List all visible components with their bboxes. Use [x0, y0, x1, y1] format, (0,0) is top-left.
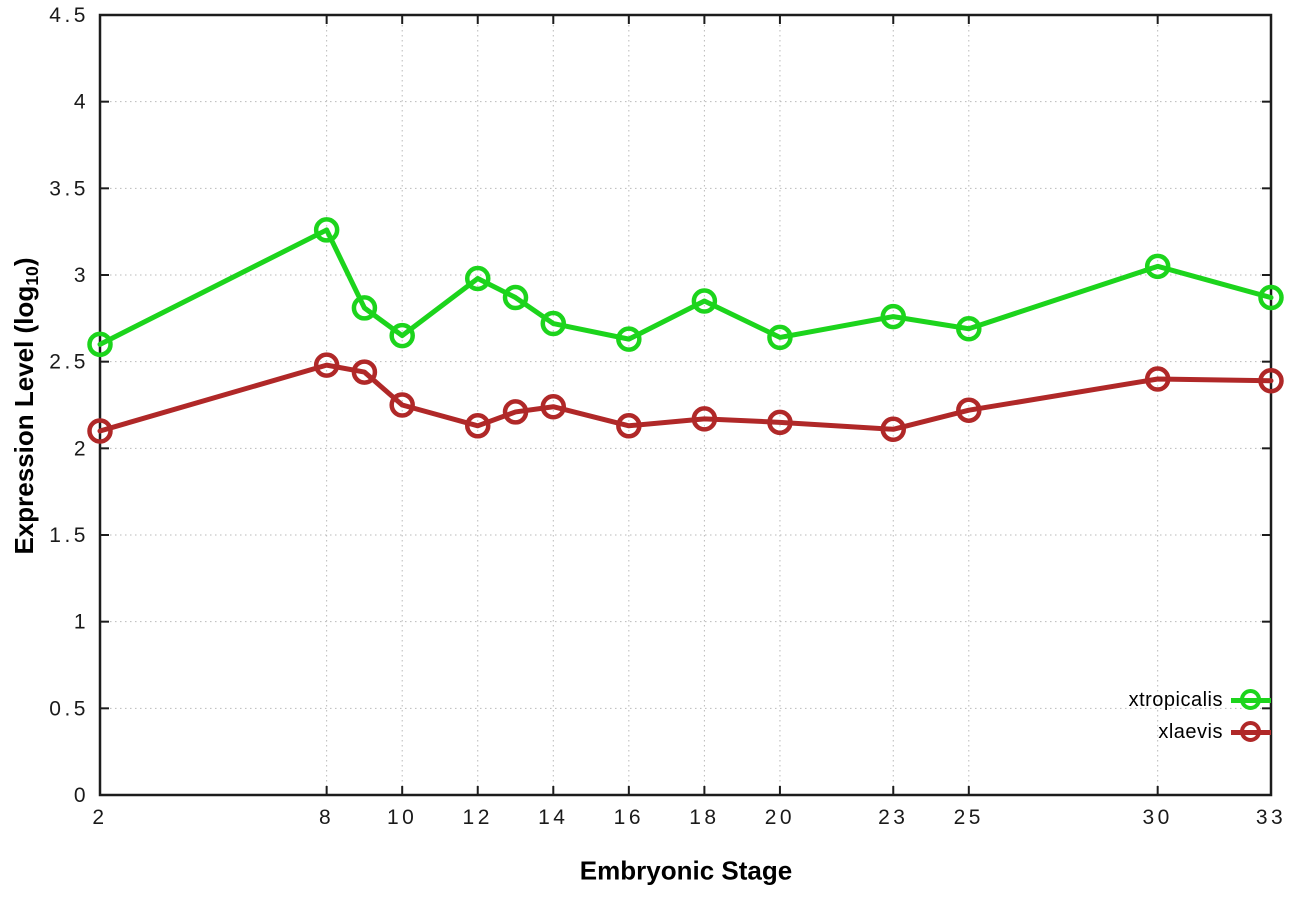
x-axis-title: Embryonic Stage	[579, 855, 793, 886]
data-point-xtropicalis	[502, 284, 529, 311]
y-tick-label: 0	[74, 784, 89, 807]
series-line-xlaevis	[97, 362, 1274, 434]
y-tick-label: 1	[74, 611, 89, 634]
y-axis-title-text: Expression Level (log	[9, 285, 40, 555]
data-point-xlaevis	[880, 416, 907, 443]
y-tick-label: 3.5	[49, 177, 89, 200]
x-tick-label: 23	[878, 806, 908, 829]
x-tick-label: 8	[319, 806, 334, 829]
y-tick-label: 4.5	[49, 4, 89, 27]
y-tick-label: 3	[74, 264, 89, 287]
y-tick-label: 2.5	[49, 351, 89, 374]
legend-sample	[1231, 720, 1271, 744]
y-tick-label: 0.5	[49, 697, 89, 720]
open-circle-marker-icon	[1240, 721, 1261, 742]
x-tick-label: 16	[614, 806, 644, 829]
data-point-xlaevis	[87, 418, 113, 444]
x-tick-label: 12	[463, 806, 493, 829]
x-tick-label: 33	[1256, 806, 1286, 829]
data-point-xtropicalis	[1144, 253, 1171, 280]
data-point-xlaevis	[616, 413, 642, 439]
open-circle-marker-icon	[1240, 689, 1261, 710]
y-axis-title-subscript: 10	[21, 266, 42, 286]
x-tick-label: 25	[954, 806, 984, 829]
data-point-xlaevis	[767, 409, 793, 436]
y-axis-title-suffix: )	[9, 257, 40, 267]
series-line-xtropicalis	[97, 227, 1274, 347]
legend-item-xlaevis: xlaevis	[1129, 716, 1271, 748]
data-point-xtropicalis	[464, 265, 491, 292]
data-point-xlaevis	[389, 392, 415, 418]
data-point-xtropicalis	[389, 322, 415, 349]
legend-item-xtropicalis: xtropicalis	[1129, 684, 1271, 716]
x-tick-label: 10	[387, 806, 417, 829]
data-point-xlaevis	[1258, 367, 1284, 394]
x-tick-label: 2	[92, 806, 107, 829]
legend-label: xtropicalis	[1128, 688, 1223, 711]
data-point-xlaevis	[691, 406, 718, 432]
data-point-xtropicalis	[87, 331, 113, 358]
data-point-xtropicalis	[880, 303, 907, 330]
data-point-xtropicalis	[313, 217, 340, 243]
data-point-xlaevis	[464, 413, 491, 439]
legend-label: xlaevis	[1158, 720, 1223, 743]
plot-border	[98, 13, 1273, 797]
data-point-xlaevis	[956, 397, 982, 423]
x-tick-label: 18	[689, 806, 719, 829]
legend: xtropicalis xlaevis	[1129, 684, 1271, 748]
data-point-xtropicalis	[351, 295, 378, 321]
data-point-xlaevis	[313, 352, 340, 378]
data-point-xlaevis	[351, 359, 378, 385]
data-point-xtropicalis	[1258, 284, 1284, 311]
data-point-xlaevis	[502, 399, 529, 425]
x-tick-label: 14	[538, 806, 568, 829]
data-point-xtropicalis	[616, 326, 642, 352]
legend-sample	[1231, 688, 1271, 712]
data-point-xtropicalis	[540, 310, 567, 337]
data-point-xlaevis	[540, 393, 567, 420]
y-axis-title: Expression Level (log10)	[9, 257, 43, 554]
data-point-xlaevis	[1144, 366, 1171, 392]
y-tick-label: 4	[74, 91, 89, 114]
y-tick-label: 1.5	[49, 524, 89, 547]
data-point-xtropicalis	[691, 288, 718, 314]
x-tick-label: 30	[1142, 806, 1172, 829]
x-tick-label: 20	[765, 806, 795, 829]
data-point-xtropicalis	[956, 315, 982, 342]
y-tick-label: 2	[74, 437, 89, 460]
data-point-xtropicalis	[767, 324, 793, 351]
